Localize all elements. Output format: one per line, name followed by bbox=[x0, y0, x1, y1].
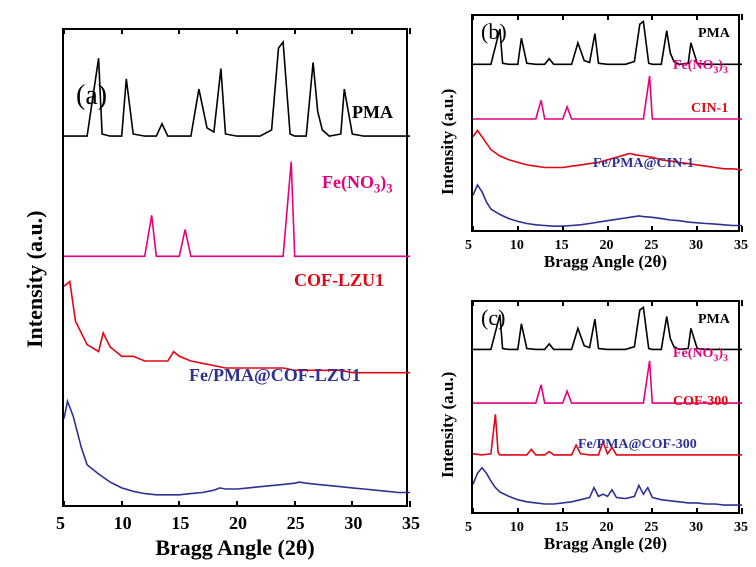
tick-label-x: 10 bbox=[114, 513, 132, 534]
tick-x bbox=[741, 508, 743, 514]
panel-b-label: (b) bbox=[481, 19, 507, 45]
tick-x-top bbox=[121, 28, 123, 34]
tick-x-top bbox=[517, 14, 519, 20]
tick-x bbox=[409, 501, 411, 507]
panel-a-xlabel: Bragg Angle (2θ) bbox=[62, 535, 408, 561]
tick-x-top bbox=[651, 14, 653, 20]
tick-x-top bbox=[472, 14, 474, 20]
plot-area-b bbox=[473, 16, 742, 234]
tick-x-top bbox=[517, 300, 519, 306]
tick-x-top bbox=[607, 300, 609, 306]
tick-x bbox=[294, 501, 296, 507]
series-label-COF-LZU1: COF-LZU1 bbox=[294, 270, 384, 291]
tick-x bbox=[63, 501, 65, 507]
panel-c-label: (c) bbox=[481, 305, 505, 331]
series-label-FeNO3: Fe(NO3)3 bbox=[673, 58, 728, 76]
tick-x bbox=[607, 226, 609, 232]
panel-a-ylabel: Intensity (a.u.) bbox=[22, 188, 48, 348]
tick-label-x: 15 bbox=[171, 513, 189, 534]
tick-x-top bbox=[741, 300, 743, 306]
tick-x bbox=[696, 508, 698, 514]
tick-x-top bbox=[236, 28, 238, 34]
tick-x bbox=[517, 508, 519, 514]
tick-x-top bbox=[472, 300, 474, 306]
chart-svg bbox=[473, 16, 742, 234]
tick-label-x: 30 bbox=[344, 513, 362, 534]
tick-x-top bbox=[351, 28, 353, 34]
series-label-PMA: PMA bbox=[698, 312, 730, 328]
trace-FePMACOF bbox=[64, 401, 410, 495]
series-label-FeNO3: Fe(NO3)3 bbox=[322, 172, 393, 197]
tick-x bbox=[651, 226, 653, 232]
series-label-FePMACOF: Fe/PMA@COF-LZU1 bbox=[189, 365, 361, 386]
tick-x bbox=[236, 501, 238, 507]
tick-x-top bbox=[409, 28, 411, 34]
tick-x bbox=[472, 508, 474, 514]
panel-b-xlabel: Bragg Angle (2θ) bbox=[471, 252, 740, 272]
tick-label-x: 35 bbox=[402, 513, 420, 534]
panel-c-ylabel: Intensity (a.u.) bbox=[438, 338, 458, 478]
series-label-CIN-1: CIN-1 bbox=[691, 101, 728, 117]
tick-x-top bbox=[651, 300, 653, 306]
tick-x bbox=[178, 501, 180, 507]
tick-x-top bbox=[294, 28, 296, 34]
tick-x bbox=[472, 226, 474, 232]
tick-x bbox=[517, 226, 519, 232]
panel-b: (b) PMAFe(NO3)3CIN-1Fe/PMA@CIN-151015202… bbox=[471, 14, 740, 232]
panel-c-xlabel: Bragg Angle (2θ) bbox=[471, 534, 740, 554]
tick-x bbox=[696, 226, 698, 232]
panel-b-ylabel: Intensity (a.u.) bbox=[438, 55, 458, 195]
panel-a: (a) PMAFe(NO3)3COF-LZU1Fe/PMA@COF-LZU151… bbox=[62, 28, 408, 507]
tick-label-x: 25 bbox=[287, 513, 305, 534]
tick-x-top bbox=[562, 14, 564, 20]
tick-x-top bbox=[696, 14, 698, 20]
series-label-FePMACOF300: Fe/PMA@COF-300 bbox=[578, 437, 697, 453]
tick-x bbox=[562, 508, 564, 514]
series-label-PMA: PMA bbox=[698, 26, 730, 42]
panel-a-label: (a) bbox=[76, 80, 107, 112]
tick-x bbox=[121, 501, 123, 507]
tick-x bbox=[562, 226, 564, 232]
tick-label-x: 5 bbox=[56, 513, 65, 534]
panel-c: (c) PMAFe(NO3)3COF-300Fe/PMA@COF-3005101… bbox=[471, 300, 740, 514]
series-label-FeNO3: Fe(NO3)3 bbox=[673, 346, 728, 364]
tick-label-x: 20 bbox=[229, 513, 247, 534]
tick-x bbox=[741, 226, 743, 232]
series-label-PMA: PMA bbox=[352, 102, 393, 123]
trace-FePMACIN bbox=[473, 185, 742, 226]
tick-x-top bbox=[63, 28, 65, 34]
tick-x-top bbox=[741, 14, 743, 20]
trace-FePMACOF300 bbox=[473, 468, 742, 505]
trace-COF-LZU1 bbox=[64, 282, 410, 373]
tick-x bbox=[651, 508, 653, 514]
series-label-COF-300: COF-300 bbox=[673, 394, 728, 410]
tick-x-top bbox=[696, 300, 698, 306]
tick-x-top bbox=[607, 14, 609, 20]
series-label-FePMACIN: Fe/PMA@CIN-1 bbox=[593, 156, 694, 172]
tick-x bbox=[351, 501, 353, 507]
tick-x-top bbox=[562, 300, 564, 306]
tick-x bbox=[607, 508, 609, 514]
tick-x-top bbox=[178, 28, 180, 34]
